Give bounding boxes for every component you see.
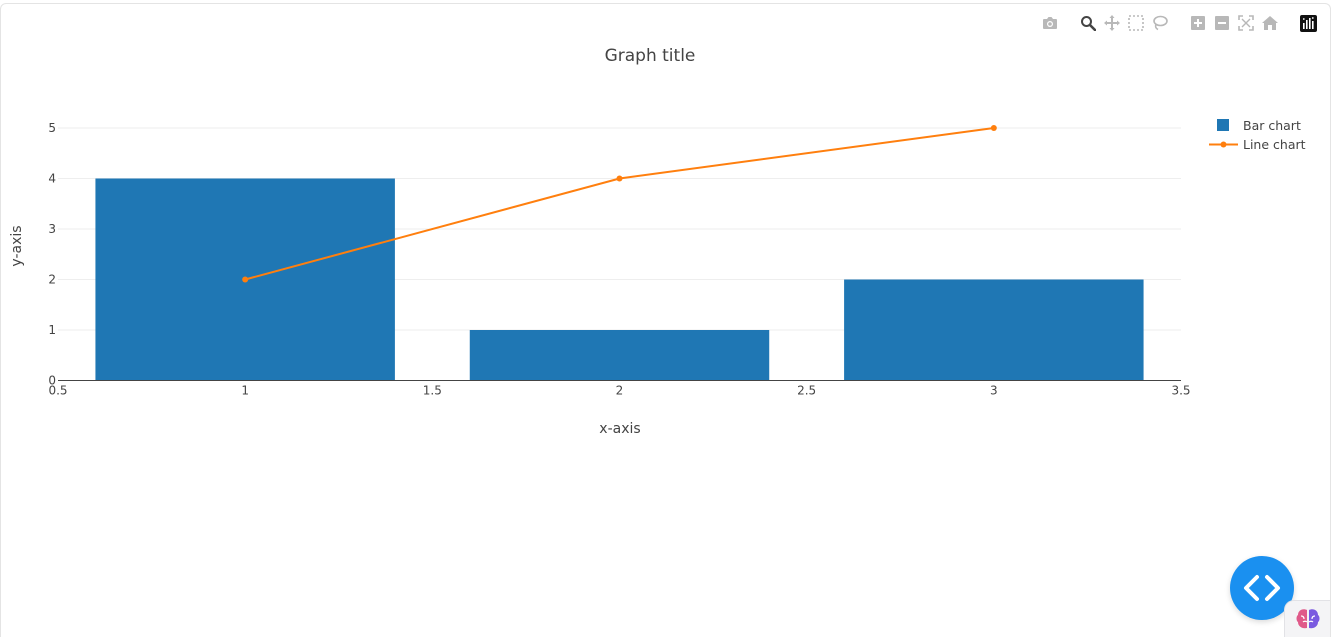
line-point (616, 175, 623, 182)
y-tick-label: 1 (48, 323, 56, 337)
brain-icon (1296, 609, 1319, 629)
legend: Bar chart Line chart (1209, 118, 1306, 152)
box-select-icon[interactable] (1127, 13, 1145, 33)
legend-swatch-bar (1217, 119, 1229, 131)
camera-icon[interactable] (1041, 13, 1059, 33)
y-tick-label: 2 (48, 273, 56, 287)
legend-label-line: Line chart (1243, 137, 1306, 152)
x-axis-title: x-axis (599, 421, 640, 437)
code-view-button[interactable] (1230, 556, 1294, 620)
legend-label-bar: Bar chart (1243, 118, 1301, 133)
x-tick-label: 2.5 (797, 384, 816, 398)
x-tick-label: 3 (990, 384, 998, 398)
code-brackets-icon (1244, 575, 1280, 601)
line-point (242, 276, 249, 283)
lasso-select-icon[interactable] (1151, 13, 1169, 33)
y-tick-label: 3 (48, 222, 56, 236)
y-tick-label: 5 (48, 121, 56, 135)
zoom-out-icon[interactable] (1213, 13, 1231, 33)
autoscale-icon[interactable] (1237, 13, 1255, 33)
zoom-icon[interactable] (1079, 13, 1097, 33)
plotly-logo-icon[interactable] (1299, 13, 1317, 33)
x-tick-label: 3.5 (1171, 384, 1190, 398)
legend-item-bar[interactable]: Bar chart (1217, 118, 1301, 133)
legend-item-line[interactable]: Line chart (1209, 137, 1306, 152)
assistant-badge[interactable] (1284, 600, 1330, 637)
zoom-in-icon[interactable] (1189, 13, 1207, 33)
modebar (1041, 12, 1317, 34)
line-point (990, 125, 997, 131)
y-axis-title: y-axis (9, 225, 25, 266)
legend-marker-line (1220, 141, 1227, 148)
x-tick-label: 0.5 (48, 384, 67, 398)
bar (844, 279, 1144, 381)
x-tick-label: 1.5 (423, 384, 442, 398)
pan-icon[interactable] (1103, 13, 1121, 33)
bar (469, 330, 770, 381)
reset-axes-icon[interactable] (1261, 13, 1279, 33)
y-tick-label: 4 (48, 172, 56, 186)
chart-title: Graph title (605, 46, 696, 66)
y-tick-label: 0 (48, 374, 56, 388)
x-tick-label: 1 (241, 384, 249, 398)
x-tick-label: 2 (616, 384, 624, 398)
